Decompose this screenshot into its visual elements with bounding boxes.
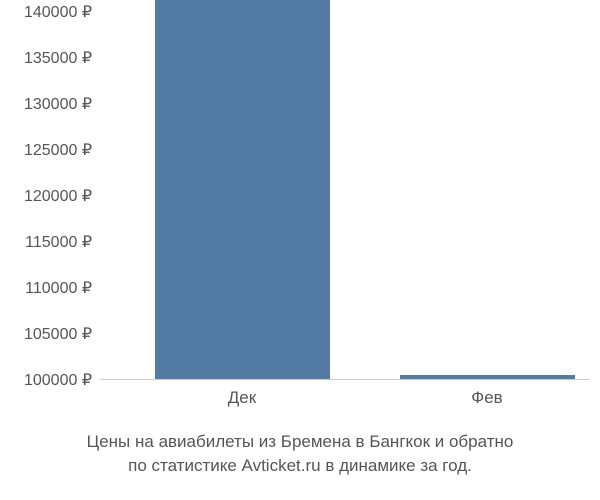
- y-tick: 105000 ₽: [24, 324, 92, 344]
- bar-dec: [155, 0, 330, 380]
- y-tick: 120000 ₽: [24, 186, 92, 206]
- x-label: Фев: [471, 388, 502, 408]
- x-label: Дек: [228, 388, 256, 408]
- price-chart: 140000 ₽ 135000 ₽ 130000 ₽ 125000 ₽ 1200…: [0, 0, 600, 500]
- y-axis: 140000 ₽ 135000 ₽ 130000 ₽ 125000 ₽ 1200…: [0, 0, 100, 380]
- plot-area: [100, 0, 590, 380]
- baseline: [100, 379, 590, 380]
- y-tick: 140000 ₽: [24, 2, 92, 22]
- caption-line1: Цены на авиабилеты из Бремена в Бангкок …: [87, 432, 514, 451]
- chart-caption: Цены на авиабилеты из Бремена в Бангкок …: [0, 430, 600, 478]
- y-tick: 110000 ₽: [25, 278, 92, 298]
- caption-line2: по статистике Avticket.ru в динамике за …: [128, 456, 472, 475]
- y-tick: 135000 ₽: [24, 48, 92, 68]
- y-tick: 115000 ₽: [25, 232, 92, 252]
- y-tick: 125000 ₽: [24, 140, 92, 160]
- y-tick: 130000 ₽: [24, 94, 92, 114]
- x-axis-labels: Дек Фев: [100, 388, 590, 418]
- y-tick: 100000 ₽: [24, 370, 92, 390]
